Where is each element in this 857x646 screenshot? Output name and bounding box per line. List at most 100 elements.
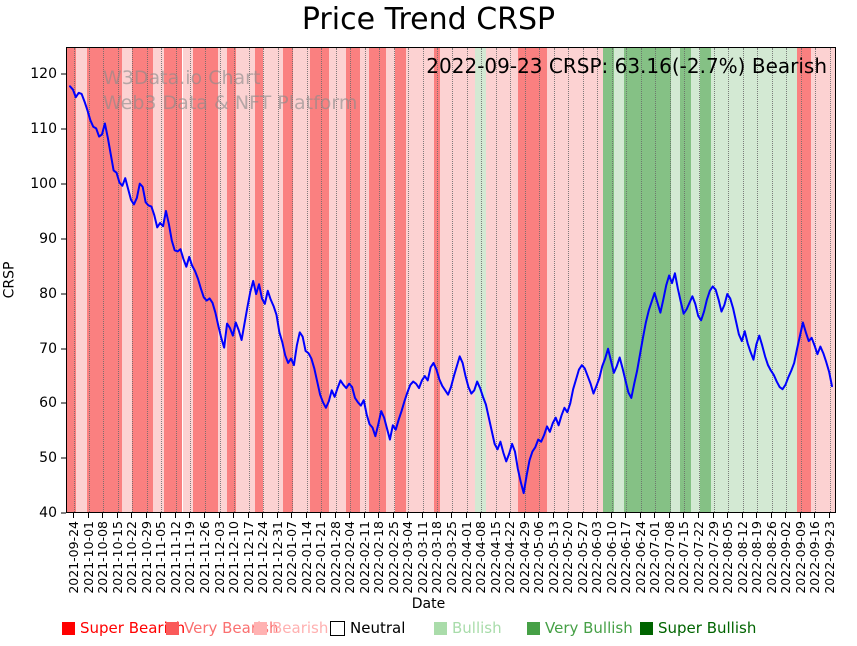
x-axis-tick-mark [334, 513, 336, 518]
x-axis-tick-mark [712, 513, 714, 518]
x-axis-tick-label: 2021-11-12 [167, 521, 183, 594]
x-axis-tick-mark [363, 513, 365, 518]
sentiment-band [164, 48, 183, 512]
x-axis: 2021-09-24 2021-10-01 2021-10-08 2021-10-15… [66, 513, 837, 613]
sentiment-band [613, 48, 625, 512]
x-axis-tick-mark [291, 513, 293, 518]
current-value-annotation: 2022-09-23 CRSP: 63.16(-2.7%) Bearish [426, 54, 827, 78]
y-axis-tick-label: 60 [39, 395, 57, 412]
x-axis-tick-label: 2021-10-01 [80, 521, 96, 594]
x-axis-tick-label: 2022-05-20 [560, 521, 576, 594]
sentiment-band [217, 48, 228, 512]
x-axis-tick-label: 2022-06-03 [589, 521, 605, 594]
x-axis-tick-label: 2022-04-15 [487, 521, 503, 594]
x-axis-tick-label: 2022-06-17 [618, 521, 634, 594]
sentiment-band [518, 48, 548, 512]
y-axis-tick-mark [61, 238, 66, 240]
y-axis-tick-mark [61, 183, 66, 185]
sentiment-band [624, 48, 671, 512]
x-axis-tick-label: 2022-04-01 [458, 521, 474, 594]
x-axis-tick-label: 2022-08-19 [749, 521, 765, 594]
sentiment-band [76, 48, 87, 512]
x-axis-tick-mark [131, 513, 133, 518]
x-axis-tick-label: 2022-09-02 [778, 521, 794, 594]
legend-item[interactable]: Super Bullish [640, 619, 756, 637]
x-axis-tick-mark [538, 513, 540, 518]
x-axis-tick-label: 2021-12-24 [255, 521, 271, 594]
legend-item[interactable]: Neutral [330, 619, 405, 637]
legend-item[interactable]: Super Bearish [62, 619, 185, 637]
sentiment-band [690, 48, 700, 512]
sentiment-band [439, 48, 476, 512]
x-axis-tick-mark [276, 513, 278, 518]
x-axis-tick-label: 2022-04-08 [473, 521, 489, 594]
sentiment-band [262, 48, 283, 512]
x-axis-tick-label: 2021-10-29 [138, 521, 154, 594]
y-axis-tick-mark [61, 512, 66, 514]
sentiment-band [182, 48, 194, 512]
x-axis-tick-label: 2022-07-29 [705, 521, 721, 594]
y-axis-tick-label: 90 [39, 230, 57, 247]
x-axis-tick-label: 2021-12-10 [226, 521, 242, 594]
x-axis-tick-mark [552, 513, 554, 518]
x-axis-tick-mark [523, 513, 525, 518]
x-axis-tick-label: 2022-03-04 [400, 521, 416, 594]
plot-area: W3Data.io Chart Web3 Data & NFT Platform… [66, 47, 836, 513]
x-axis-tick-label: 2022-03-11 [414, 521, 430, 594]
x-axis-tick-mark [625, 513, 627, 518]
x-axis-tick-label: 2022-01-21 [313, 521, 329, 594]
x-axis-tick-label: 2021-10-15 [109, 521, 125, 594]
x-axis-tick-mark [233, 513, 235, 518]
x-axis-tick-label: 2021-12-03 [211, 521, 227, 594]
y-axis-tick-mark [61, 128, 66, 130]
x-axis-tick-mark [116, 513, 118, 518]
x-axis-tick-mark [451, 513, 452, 518]
x-axis-tick-mark [814, 513, 816, 518]
sentiment-band [254, 48, 263, 512]
sentiment-band [395, 48, 406, 512]
legend-item[interactable]: Very Bullish [527, 619, 633, 637]
sentiment-band [359, 48, 369, 512]
y-axis-tick-label: 100 [30, 176, 57, 193]
legend-item[interactable]: Bearish [254, 619, 328, 637]
x-axis-tick-label: 2022-09-09 [792, 521, 808, 594]
x-axis-tick-mark [494, 513, 496, 518]
x-axis-tick-mark [654, 513, 656, 518]
x-axis-tick-mark [770, 513, 772, 518]
x-axis-tick-mark [145, 513, 147, 518]
x-axis-tick-mark [204, 513, 206, 518]
x-axis-tick-mark [349, 513, 351, 518]
legend-swatch [330, 620, 345, 636]
x-axis-tick-mark [160, 513, 162, 518]
legend-item[interactable]: Bullish [434, 619, 502, 637]
x-axis-tick-label: 2021-12-31 [269, 521, 285, 594]
sentiment-band [485, 48, 519, 512]
x-axis-tick-label: 2022-03-18 [429, 521, 445, 594]
y-axis-tick-mark [61, 293, 66, 295]
legend-swatch [62, 621, 75, 635]
sentiment-band [475, 48, 486, 512]
sentiment-band [132, 48, 154, 512]
sentiment-band [699, 48, 711, 512]
x-axis-label: Date [411, 596, 446, 612]
legend-swatch [434, 621, 447, 635]
x-axis-tick-mark [596, 513, 598, 518]
x-axis-tick-label: 2022-08-05 [720, 521, 736, 594]
sentiment-band [122, 48, 133, 512]
x-axis-tick-label: 2022-09-16 [807, 521, 823, 594]
x-axis-tick-label: 2021-10-08 [95, 521, 111, 594]
sentiment-band [292, 48, 310, 512]
x-axis-tick-label: 2022-01-14 [298, 521, 314, 594]
sentiment-band [368, 48, 386, 512]
x-axis-tick-mark [247, 513, 249, 518]
x-axis-tick-mark [639, 513, 641, 518]
x-axis-tick-mark [102, 513, 104, 518]
x-axis-tick-mark [610, 513, 612, 518]
y-axis-tick-label: 120 [30, 66, 57, 83]
legend-label: Neutral [350, 619, 406, 637]
x-axis-tick-mark [262, 513, 264, 518]
legend-swatch [166, 621, 179, 635]
sentiment-band [309, 48, 329, 512]
legend-label: Bullish [452, 619, 502, 637]
x-axis-tick-mark [799, 513, 801, 518]
